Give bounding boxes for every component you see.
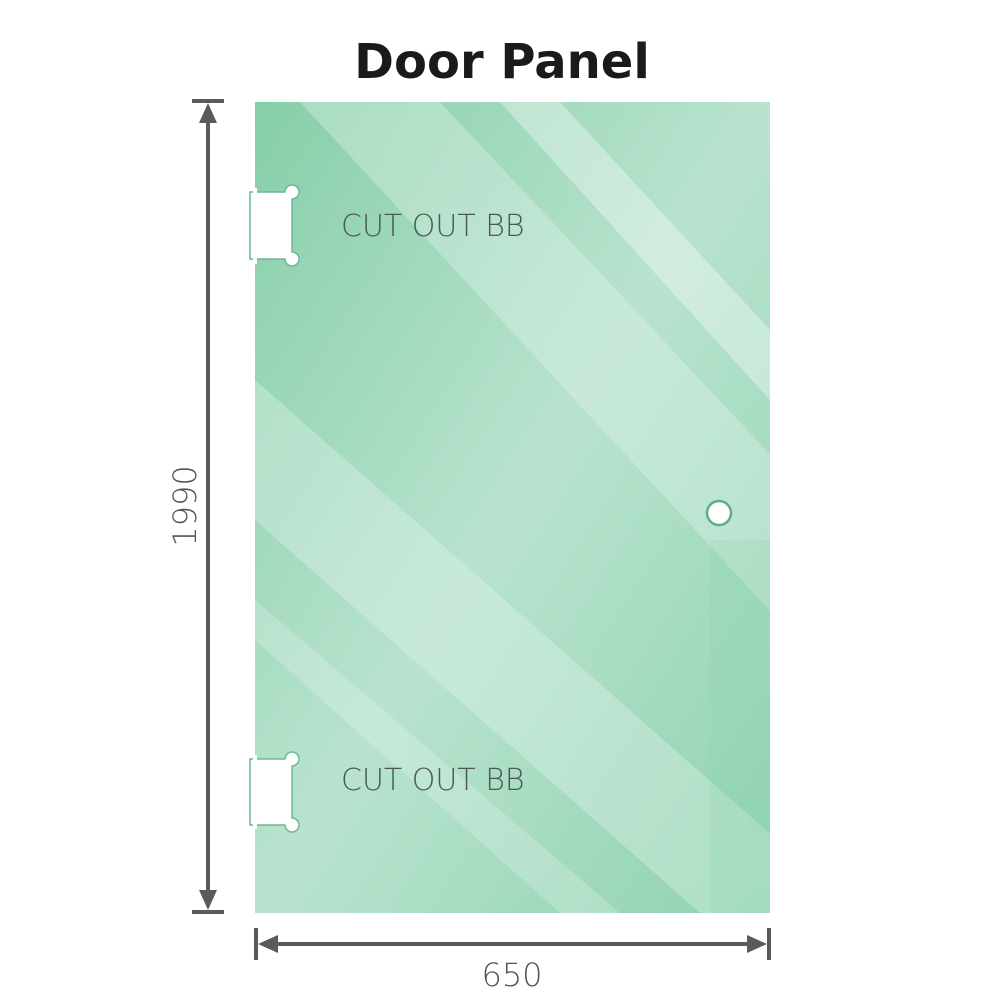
glass-reflections [255,102,770,913]
handle-hole [705,499,733,527]
arrow-down-icon [199,890,217,910]
height-dimension-label: 1990 [166,465,204,546]
arrow-left-icon [258,935,278,953]
glass-panel [255,102,770,913]
width-dimension-label: 650 [481,956,542,994]
cutout-label-top: CUT OUT BB [341,209,525,244]
arrow-up-icon [199,103,217,123]
diagram-title: Door Panel [354,34,650,90]
height-dimension [192,99,224,914]
cutout-label-bottom: CUT OUT BB [341,763,525,798]
width-dimension [254,928,771,960]
cutout-top [249,184,300,267]
arrow-right-icon [747,935,767,953]
cutout-bottom [249,751,300,833]
